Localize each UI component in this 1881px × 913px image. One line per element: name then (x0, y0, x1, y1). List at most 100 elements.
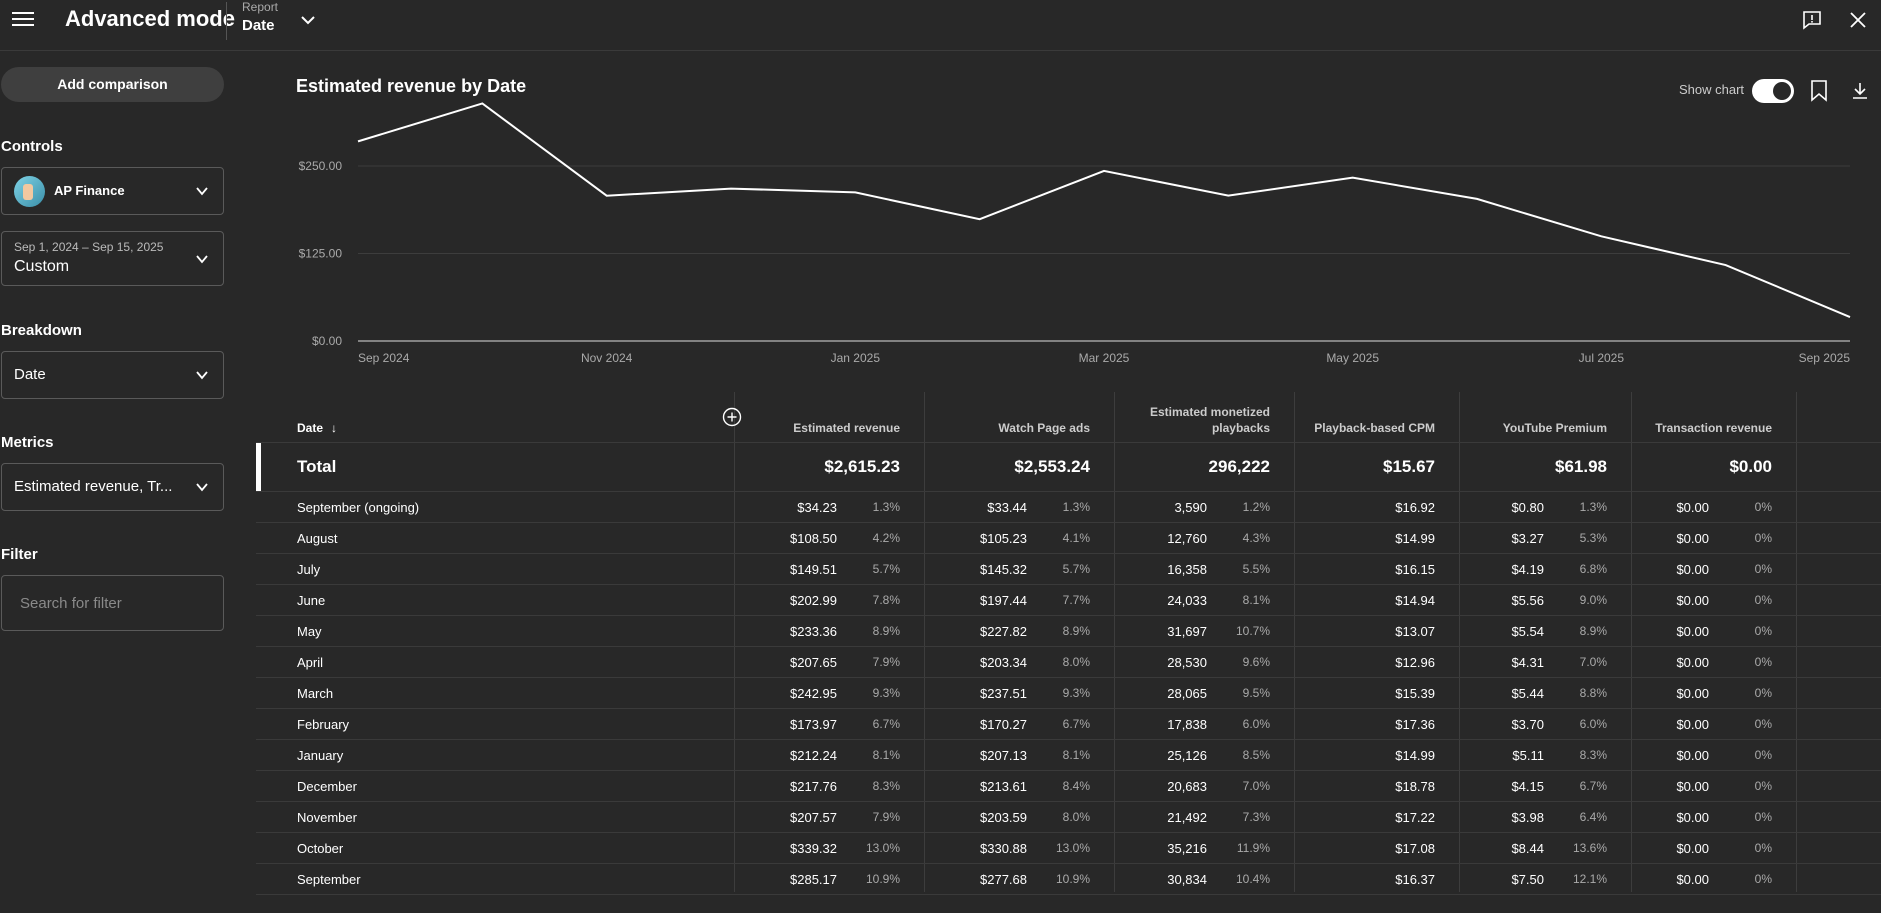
table-row[interactable]: October $339.32 13.0% $330.88 13.0% 35,216 11.… (256, 832, 1881, 863)
cell-value: $213.61 (980, 778, 1027, 794)
show-chart-label: Show chart (1679, 82, 1745, 97)
column-header[interactable]: Transaction revenue (1641, 392, 1772, 442)
column-header[interactable]: Date ↓ (297, 392, 497, 442)
cell-percentage: 7.7% (1062, 593, 1090, 607)
close-icon[interactable] (1848, 10, 1868, 30)
cell-value: 25,126 (1167, 747, 1207, 763)
table-row[interactable]: May $233.36 8.9% $227.82 8.9% 31,697 10.7% $13.… (256, 615, 1881, 646)
cell-value: $14.99 (1395, 747, 1435, 763)
cell-percentage: 5.5% (1242, 562, 1270, 576)
table-row[interactable]: February $173.97 6.7% $170.27 6.7% 17,838 6.0%… (256, 708, 1881, 739)
date-range-dropdown[interactable]: Sep 1, 2024 – Sep 15, 2025 Custom (1, 231, 224, 286)
table-row[interactable]: September $285.17 10.9% $277.68 10.9% 30,834 1… (256, 863, 1881, 894)
column-header-label: Date (297, 421, 324, 435)
cell-value: 21,492 (1167, 809, 1207, 825)
row-label: January (297, 747, 344, 763)
cell-percentage: 10.9% (1055, 872, 1090, 886)
column-header[interactable]: Estimated revenue (744, 392, 900, 442)
cell-percentage: 0% (1754, 562, 1772, 576)
channel-dropdown[interactable]: AP Finance (1, 167, 224, 215)
table-row[interactable]: September (ongoing) $34.23 1.3% $33.44 1.3% 3… (256, 491, 1881, 522)
cell-value: $0.00 (1676, 499, 1709, 515)
y-tick-label: $250.00 (299, 159, 343, 173)
cell-value: $5.44 (1511, 685, 1544, 701)
column-divider (924, 392, 925, 892)
column-header[interactable]: YouTube Premium (1469, 392, 1607, 442)
table-row[interactable]: December $217.76 8.3% $213.61 8.4% 20,683 7.0%… (256, 770, 1881, 801)
show-chart-toggle[interactable] (1752, 79, 1794, 103)
cell-percentage: 8.9% (872, 624, 900, 638)
row-label: March (297, 685, 334, 701)
column-header[interactable]: Estimated monetized playbacks (1124, 392, 1270, 442)
total-value: 296,222 (1208, 457, 1270, 476)
filter-search-input[interactable] (1, 575, 224, 631)
cell-percentage: 7.9% (872, 810, 900, 824)
cell-value: 17,838 (1167, 716, 1207, 732)
breakdown-dropdown[interactable]: Date (1, 351, 224, 399)
breakdown-value: Date (14, 366, 46, 383)
cell-percentage: 5.7% (1062, 562, 1090, 576)
table-header: Date ↓ Estimated revenue Watch Page ads Esti… (256, 392, 1881, 442)
add-comparison-button[interactable]: Add comparison (1, 67, 224, 102)
total-label: Total (297, 457, 337, 476)
column-header[interactable]: Watch Page ads (934, 392, 1090, 442)
download-icon[interactable] (1851, 81, 1869, 101)
row-label: June (297, 592, 326, 608)
cell-value: $237.51 (980, 685, 1027, 701)
row-label: October (297, 840, 344, 856)
cell-value: $16.37 (1395, 871, 1435, 887)
chevron-down-icon[interactable] (298, 10, 318, 30)
cell-percentage: 13.0% (865, 841, 900, 855)
cell-value: $0.00 (1676, 840, 1709, 856)
row-label: September (297, 871, 361, 887)
add-column-icon[interactable] (722, 407, 742, 427)
total-value: $2,553.24 (1014, 457, 1090, 476)
cell-percentage: 11.9% (1236, 841, 1270, 855)
column-header-label: Transaction revenue (1655, 421, 1772, 435)
table-row[interactable]: August $108.50 4.2% $105.23 4.1% 12,760 4.3% $1… (256, 522, 1881, 553)
cell-value: $0.00 (1676, 561, 1709, 577)
cell-value: $0.00 (1676, 623, 1709, 639)
y-tick-label: $125.00 (299, 247, 343, 261)
cell-value: $5.56 (1511, 592, 1544, 608)
table-row[interactable]: March $242.95 9.3% $237.51 9.3% 28,065 9.5% $15… (256, 677, 1881, 708)
cell-value: $108.50 (790, 530, 837, 546)
cell-value: 12,760 (1167, 530, 1207, 546)
column-divider (1294, 392, 1295, 892)
cell-value: 30,834 (1167, 871, 1207, 887)
row-label: July (297, 561, 321, 577)
cell-percentage: 1.3% (1579, 500, 1607, 514)
cell-percentage: 8.8% (1579, 686, 1607, 700)
report-selector[interactable]: Date (242, 17, 275, 34)
table-row[interactable]: April $207.65 7.9% $203.34 8.0% 28,530 9.6% $12… (256, 646, 1881, 677)
row-label: November (297, 809, 357, 825)
metrics-dropdown[interactable]: Estimated revenue, Tr... (1, 463, 224, 511)
cell-percentage: 6.7% (1062, 717, 1090, 731)
table-row[interactable]: June $202.99 7.8% $197.44 7.7% 24,033 8.1% $14.… (256, 584, 1881, 615)
x-tick-label: May 2025 (1326, 351, 1379, 365)
table-row[interactable]: July $149.51 5.7% $145.32 5.7% 16,358 5.5% $16.… (256, 553, 1881, 584)
cell-percentage: 9.3% (1062, 686, 1090, 700)
table-row[interactable]: January $212.24 8.1% $207.13 8.1% 25,126 8.5% $… (256, 739, 1881, 770)
cell-value: 28,530 (1167, 654, 1207, 670)
cell-value: $0.00 (1676, 871, 1709, 887)
row-label: May (297, 623, 322, 639)
cell-value: $330.88 (980, 840, 1027, 856)
table-row[interactable]: November $207.57 7.9% $203.59 8.0% 21,492 7.3%… (256, 801, 1881, 832)
total-value: $2,615.23 (824, 457, 900, 476)
sort-arrow-down-icon[interactable]: ↓ (331, 421, 338, 435)
feedback-icon[interactable] (1802, 10, 1822, 30)
metrics-heading: Metrics (1, 434, 54, 451)
cell-value: $217.76 (790, 778, 837, 794)
menu-icon[interactable] (12, 8, 34, 30)
cell-percentage: 1.2% (1242, 500, 1270, 514)
column-header[interactable]: Playback-based CPM (1304, 392, 1435, 442)
row-label: April (297, 654, 324, 670)
cell-percentage: 7.3% (1242, 810, 1270, 824)
cell-value: $33.44 (987, 499, 1027, 515)
avatar (14, 176, 45, 207)
total-value: $61.98 (1555, 457, 1607, 476)
y-tick-label: $0.00 (312, 334, 342, 348)
bookmark-icon[interactable] (1810, 80, 1828, 102)
cell-value: $16.15 (1395, 561, 1435, 577)
